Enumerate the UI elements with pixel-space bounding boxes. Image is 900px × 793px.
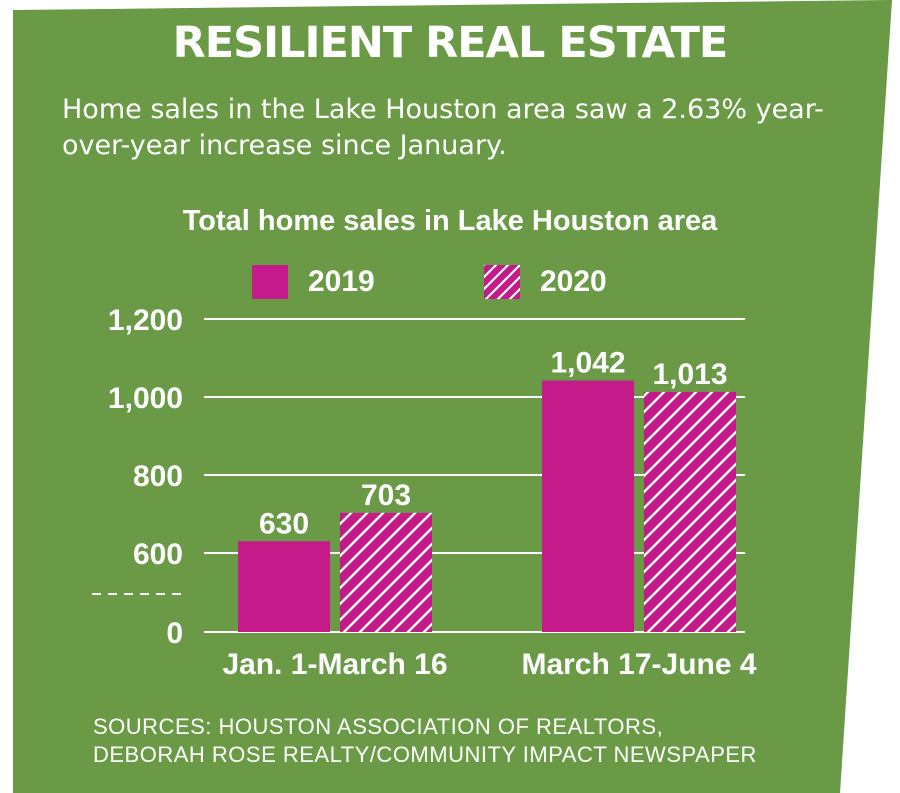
category-label: Jan. 1-March 16	[222, 648, 447, 681]
sources-line-1: SOURCES: HOUSTON ASSOCIATION OF REALTORS…	[93, 714, 664, 739]
legend-swatch-solid	[252, 265, 288, 299]
bar-2019-1	[542, 380, 634, 632]
category-label: March 17-June 4	[521, 648, 756, 681]
value-label: 1,042	[550, 347, 625, 380]
chart-title: Total home sales in Lake Houston area	[182, 205, 718, 237]
value-labels: 630 703 1,042 1,013	[259, 347, 728, 541]
bar-2020-1	[644, 391, 736, 632]
legend-item-2020: 2020	[484, 262, 607, 302]
value-label: 703	[361, 479, 411, 512]
value-label: 630	[259, 507, 309, 540]
bars	[238, 380, 736, 632]
legend-swatch-hatched	[484, 265, 520, 299]
y-tick-label: 1,200	[108, 304, 183, 337]
y-tick-label: 0	[166, 617, 183, 650]
legend-item-2019: 2019	[252, 262, 375, 302]
x-axis-labels: Jan. 1-March 16 March 17-June 4	[222, 648, 756, 681]
headline: RESILIENT REAL ESTATE	[172, 18, 729, 68]
sources-line-2: DEBORAH ROSE REALTY/COMMUNITY IMPACT NEW…	[93, 742, 757, 767]
y-axis-ticks: 0 600 800 1,000 1,200	[92, 304, 183, 650]
legend-label-2020: 2020	[540, 265, 607, 298]
dek-text: Home sales in the Lake Houston area saw …	[62, 94, 824, 161]
bar-2019-0	[238, 541, 330, 632]
legend-label-2019: 2019	[308, 265, 375, 298]
value-label: 1,013	[652, 358, 727, 391]
y-tick-label: 800	[133, 460, 183, 493]
bar-2020-0	[340, 512, 432, 632]
y-tick-label: 1,000	[108, 382, 183, 415]
y-tick-label: 600	[133, 538, 183, 571]
sources-credit: SOURCES: HOUSTON ASSOCIATION OF REALTORS…	[93, 713, 853, 769]
